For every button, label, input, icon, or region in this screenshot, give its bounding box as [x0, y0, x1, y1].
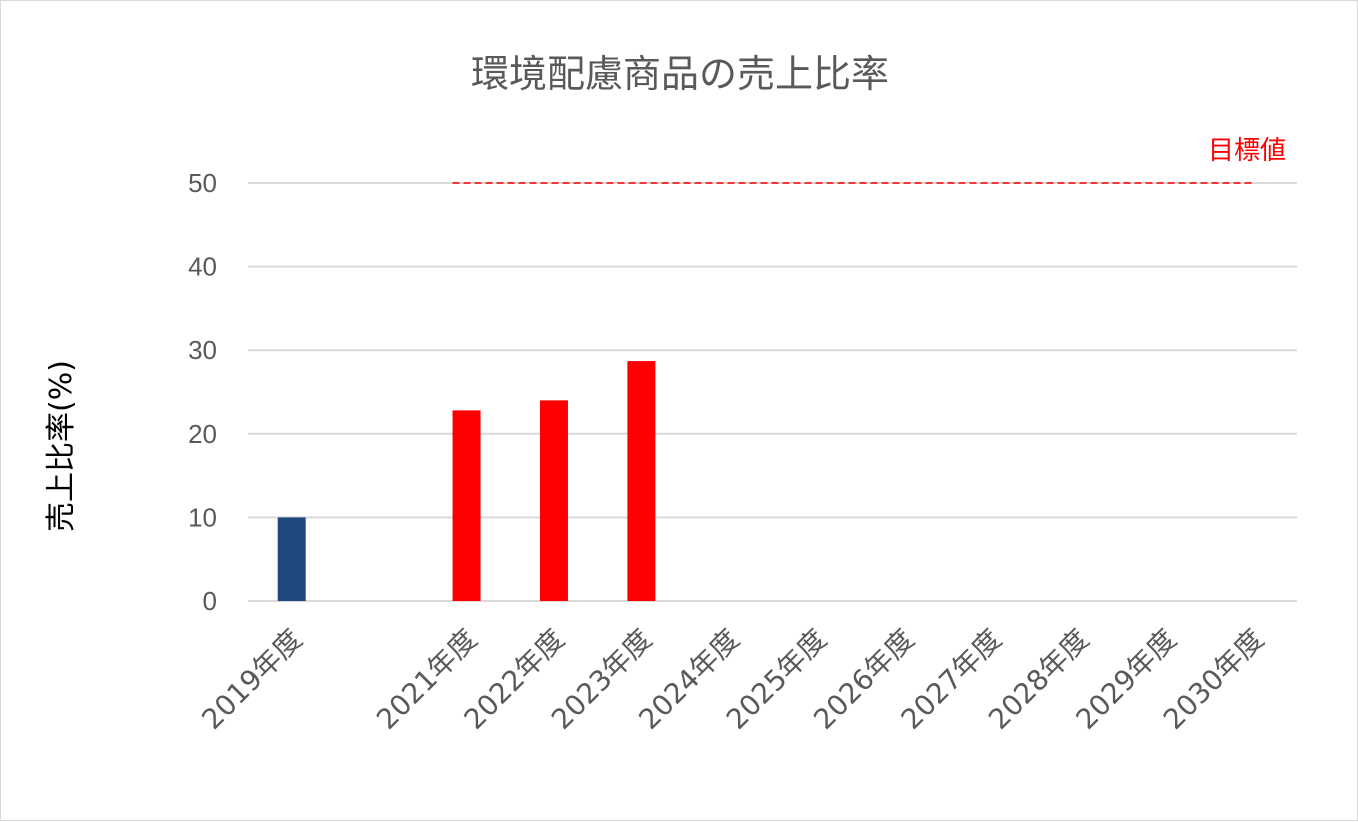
- target-line-group: 目標値: [452, 136, 1286, 184]
- gridlines: [248, 182, 1297, 602]
- chart-title: 環境配慮商品の売上比率: [471, 52, 889, 96]
- x-tick-labels: 2019年度 2021年度2022年度2023年度2024年度2025年度2026…: [195, 623, 1270, 736]
- bar: [627, 361, 656, 601]
- x-tick-label: 2019年度: [195, 623, 308, 736]
- y-tick-label: 20: [188, 419, 217, 449]
- bar: [277, 517, 306, 601]
- y-tick-label: 30: [188, 335, 217, 365]
- bar: [452, 410, 481, 601]
- y-tick-label: 40: [188, 252, 217, 282]
- y-tick-label: 0: [203, 586, 217, 616]
- y-tick-labels: 0 10 20 30 40 50: [188, 168, 217, 616]
- y-axis-label: 売上比率(%): [44, 360, 79, 532]
- target-label: 目標値: [1208, 136, 1286, 166]
- y-tick-label: 10: [188, 502, 217, 532]
- y-tick-label: 50: [188, 168, 217, 198]
- bar: [539, 400, 568, 601]
- bars: [277, 361, 656, 601]
